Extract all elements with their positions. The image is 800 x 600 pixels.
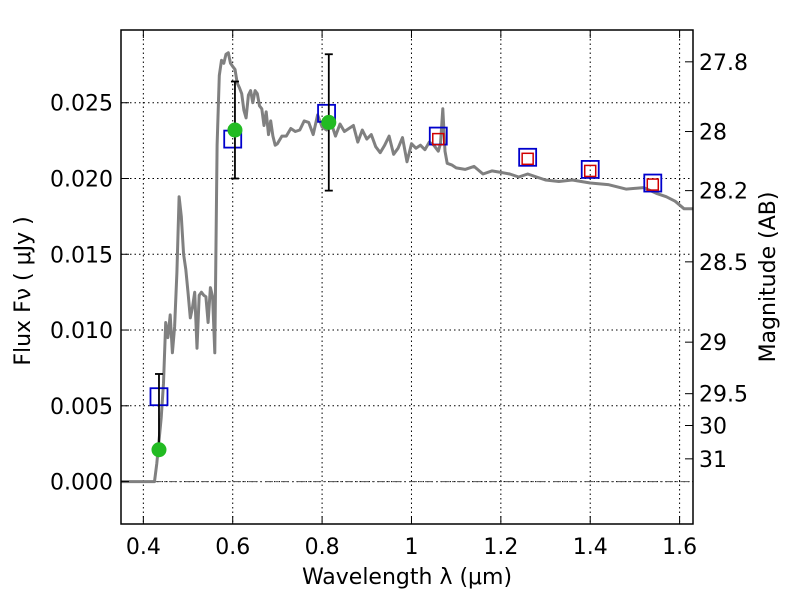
x-tick-label: 1.2 bbox=[483, 535, 518, 560]
axis-ticks: 0.4 0.6 0.8 1 1.2 1.4 1.6 0.000 0.005 0.010 0.015 0… bbox=[50, 30, 748, 560]
model-flux-square-marker bbox=[521, 152, 534, 166]
photometry-square-marker bbox=[643, 173, 663, 193]
y2-tick-label: 28.2 bbox=[699, 180, 748, 205]
photometry-square-marker bbox=[580, 160, 600, 179]
model-flux-square-marker bbox=[646, 178, 660, 191]
marker-layer bbox=[149, 53, 663, 458]
y2-tick-label: 29 bbox=[699, 331, 727, 356]
x-tick-label: 0.6 bbox=[215, 535, 250, 560]
plot-frame bbox=[120, 29, 694, 525]
photometry-square-marker bbox=[518, 147, 538, 167]
y-tick-label: 0.015 bbox=[50, 243, 113, 268]
y2-tick-label: 29.5 bbox=[699, 383, 748, 408]
x-tick-label: 1.6 bbox=[662, 535, 697, 560]
measured-flux-point bbox=[321, 114, 337, 130]
y2-tick-label: 28 bbox=[699, 121, 727, 146]
y-axis-label: Flux Fν ( μJy ) bbox=[11, 216, 36, 365]
plot-data-layer bbox=[121, 51, 693, 484]
y2-tick-label: 31 bbox=[699, 448, 727, 473]
x-tick-label: 0.4 bbox=[126, 535, 161, 560]
model-flux-square-marker bbox=[432, 132, 445, 146]
x-tick-label: 1 bbox=[404, 535, 418, 560]
model-spectrum-line bbox=[121, 51, 693, 484]
x-axis-label: Wavelength λ (μm) bbox=[302, 565, 512, 590]
y2-axis-label: Magnitude (AB) bbox=[756, 192, 781, 363]
y-tick-label: 0.020 bbox=[50, 168, 113, 193]
y-tick-label: 0.000 bbox=[50, 471, 113, 496]
x-tick-label: 1.4 bbox=[573, 535, 608, 560]
model-flux-square-marker bbox=[583, 164, 597, 178]
y-tick-label: 0.010 bbox=[50, 319, 113, 344]
grid-lines bbox=[121, 30, 693, 524]
y-tick-label: 0.005 bbox=[50, 395, 113, 420]
measured-flux-point bbox=[151, 442, 167, 458]
x-tick-label: 0.8 bbox=[305, 535, 340, 560]
y-tick-label: 0.025 bbox=[50, 92, 113, 117]
y2-tick-label: 30 bbox=[699, 415, 727, 440]
y2-tick-label: 28.5 bbox=[699, 251, 748, 276]
y2-tick-label: 27.8 bbox=[699, 51, 748, 76]
measured-flux-point bbox=[227, 122, 243, 138]
